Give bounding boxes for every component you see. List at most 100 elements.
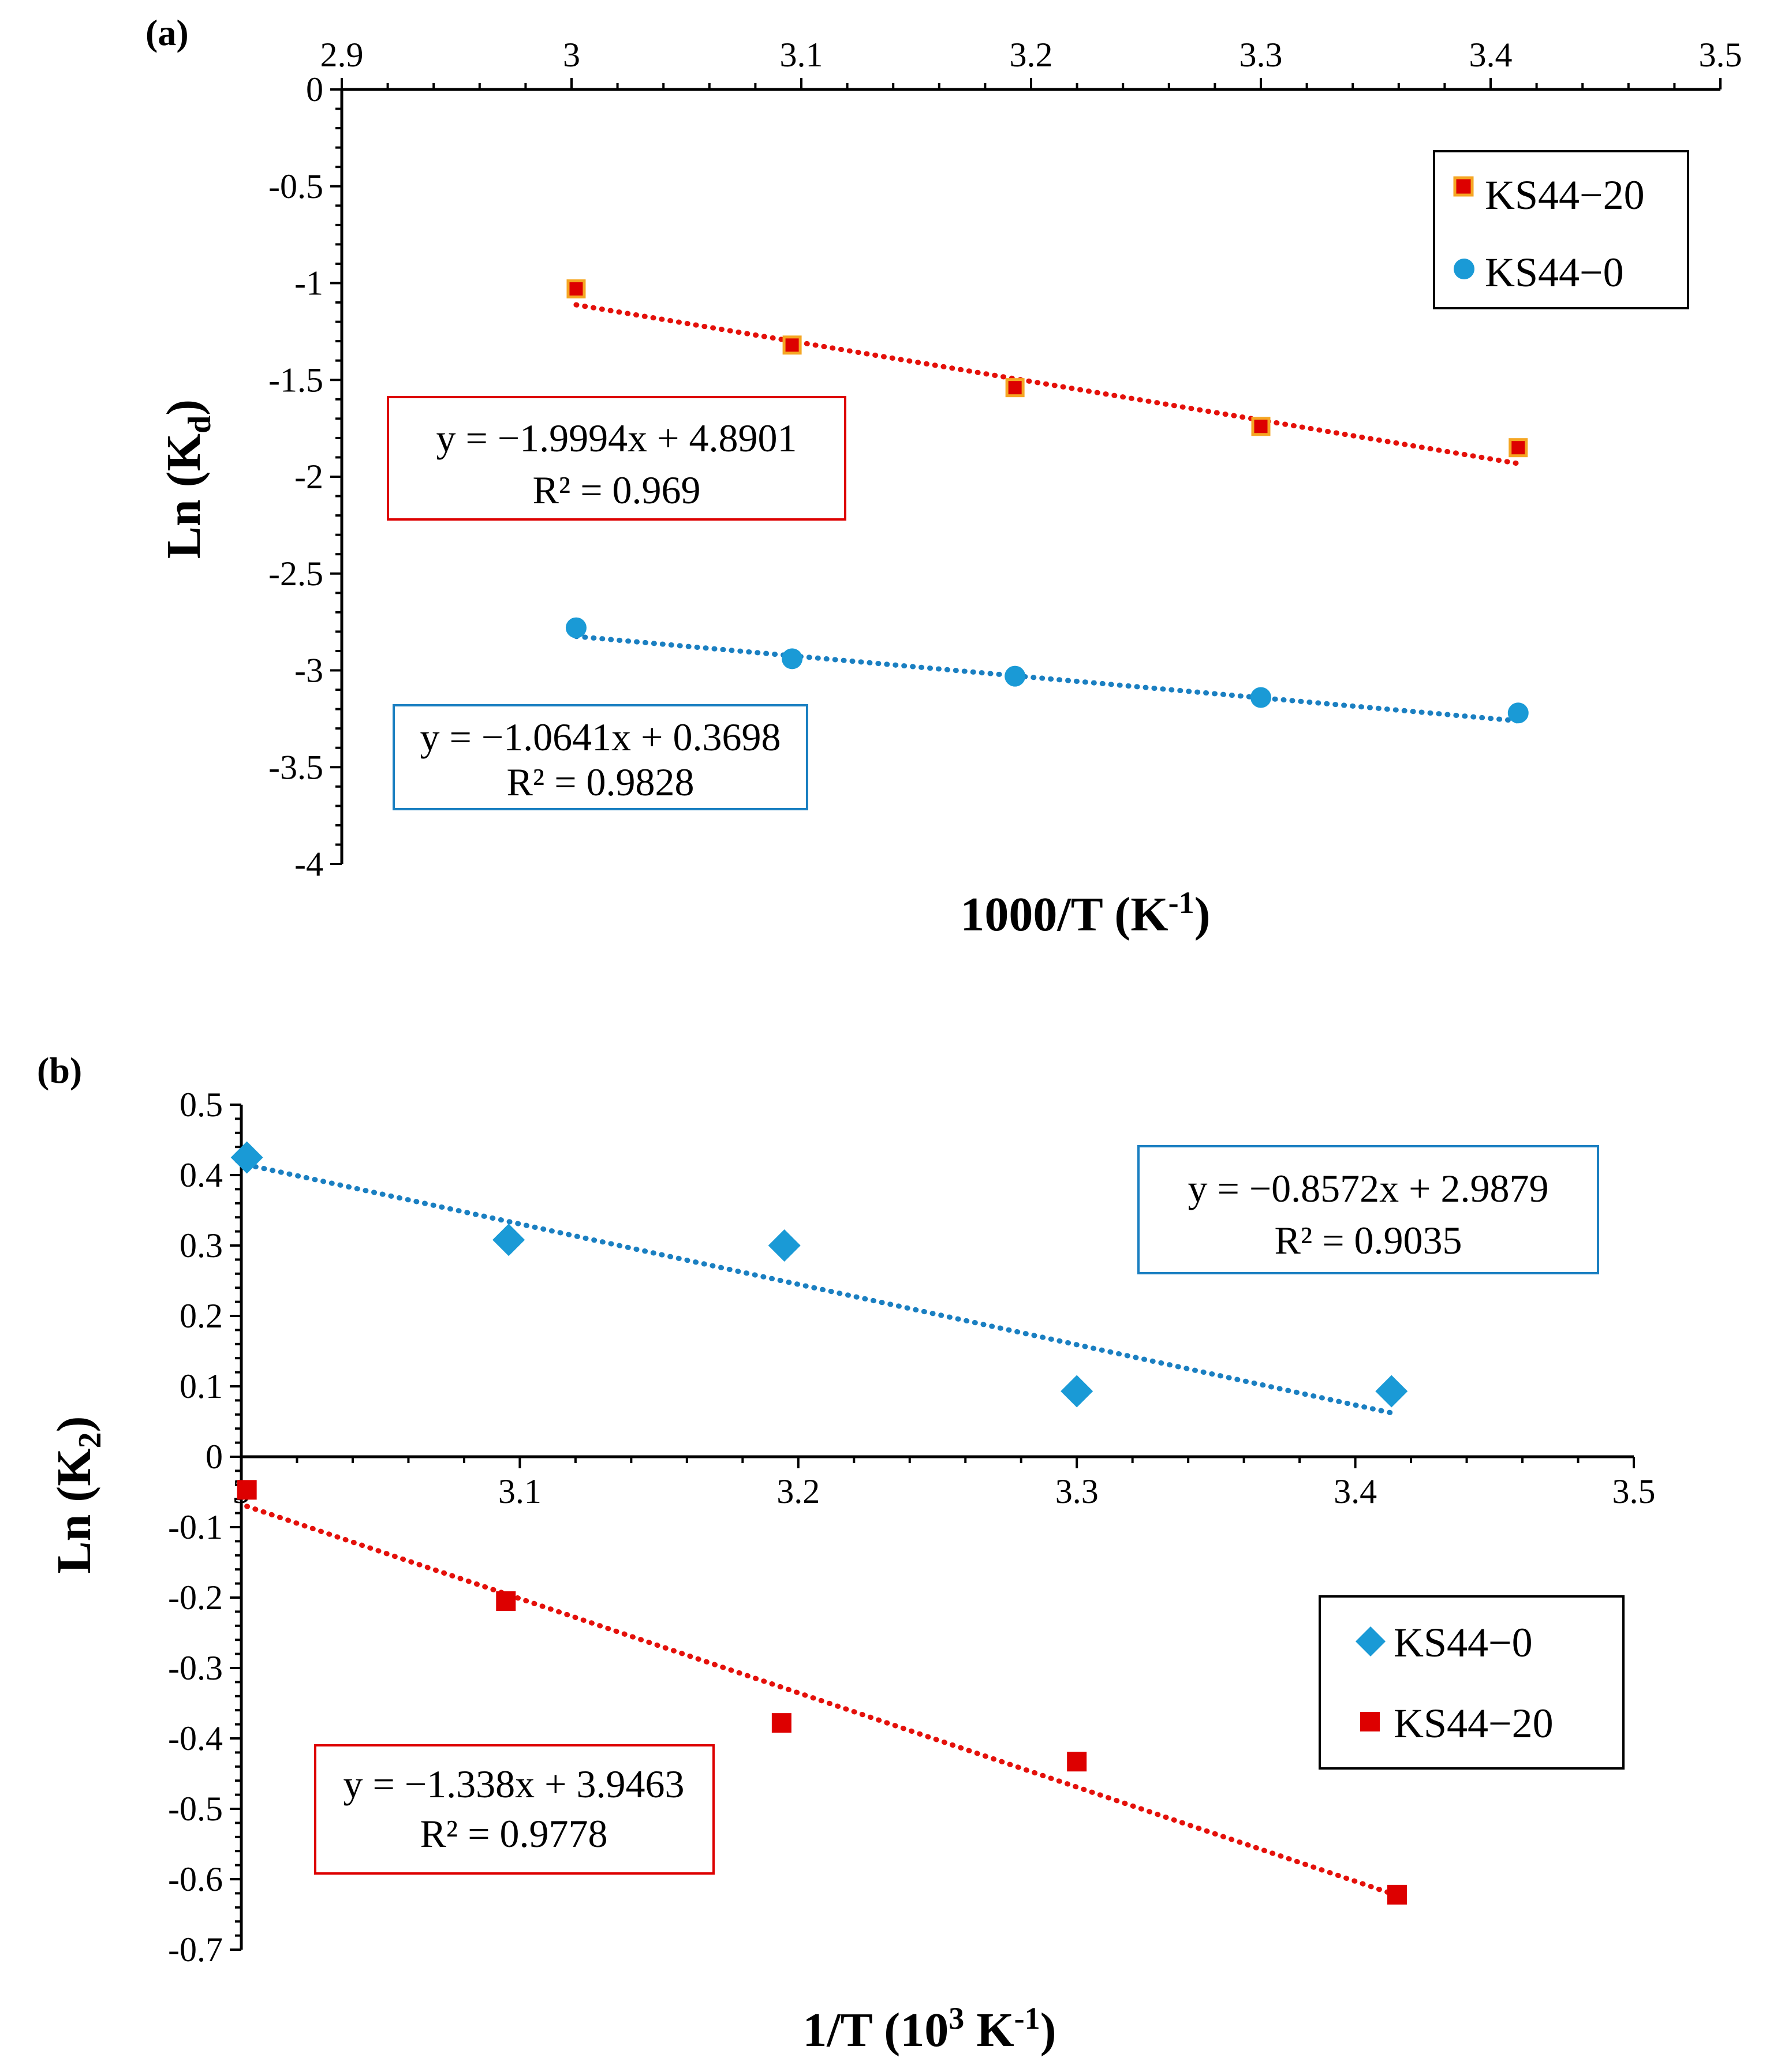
panel-b-x-label-main: 1/T (10 — [802, 2003, 949, 2057]
panel-b-y-label-tail: ) — [47, 1416, 101, 1432]
panel-a-series-0-point — [1251, 417, 1271, 436]
panel-a-r2-red-text: R² = 0.969 — [532, 468, 700, 512]
panel-a-points — [565, 279, 1529, 724]
panel-b-equation-blue-box — [1137, 1145, 1599, 1274]
panel-b-legend-label-1: KS44−20 — [1394, 1700, 1554, 1746]
panel-a-y-tick-label: -3.5 — [268, 748, 323, 786]
panel-b-legend-label-0: KS44−0 — [1394, 1620, 1533, 1666]
panel-a-x-label-main: 1000/T (K — [960, 888, 1168, 941]
panel-b-series-0-point — [1061, 1375, 1093, 1408]
panel-a-equation-red-text: y = −1.9994x + 4.8901 — [436, 416, 797, 460]
panel-a-series-1-point — [782, 648, 803, 670]
panel-a-y-tick-label: -1 — [294, 264, 323, 302]
panel-a-y-tick-label: -3 — [294, 652, 323, 690]
panel-a-equation-red-box — [387, 396, 846, 521]
panel-a-legend-square-marker — [1453, 176, 1474, 197]
panel-b-legend-diamond-marker — [1356, 1626, 1386, 1656]
panel-a-series-1-point — [1005, 665, 1026, 687]
panel-a-y-label-sub: d — [182, 416, 218, 433]
panel-a-legend-circle-marker — [1454, 259, 1474, 279]
panel-b-x-tick-label: 3.3 — [1055, 1472, 1099, 1510]
panel-b-equation-blue: y = −0.8572x + 2.9879 R² = 0.9035 — [1137, 1145, 1599, 1274]
panel-b-x-tick-label: 3.4 — [1334, 1472, 1377, 1510]
panel-a-y-tick-label: -4 — [294, 845, 323, 883]
panel-b-y-tick-label: -0.3 — [168, 1649, 223, 1687]
panel-a-series-0-point — [782, 335, 802, 355]
panel-b-x-label-sup: 3 — [949, 2001, 964, 2036]
panel-b-y-tick-label: -0.7 — [168, 1931, 223, 1969]
panel-b-y-label-sub: 2 — [72, 1432, 108, 1448]
panel-b-y-tick-label: 0.3 — [180, 1226, 223, 1265]
panel-a-y-tick-label: 0 — [306, 70, 323, 109]
panel-b-series-1-point — [1067, 1752, 1087, 1772]
panel-b-y-tick-label: 0.5 — [180, 1086, 223, 1124]
panel-a-series-0-point — [1509, 438, 1528, 458]
panel-b-r2-blue-text: R² = 0.9035 — [1274, 1218, 1462, 1262]
panel-a-x-tick-label: 3.5 — [1699, 36, 1742, 74]
panel-b-equation-red: y = −1.338x + 3.9463 R² = 0.9778 — [314, 1744, 715, 1875]
panel-a-legend-label-1: KS44−0 — [1485, 249, 1624, 296]
panel-a-y-tick-label: -1.5 — [268, 361, 323, 399]
panel-a-equation-blue-text: y = −1.0641x + 0.3698 — [420, 715, 781, 759]
panel-b-x-tick-label: 3.5 — [1612, 1472, 1656, 1510]
panel-b-trendline-0 — [244, 1162, 1394, 1416]
panel-b-y-label: Ln (K2) — [47, 1416, 108, 1573]
panel-b-series-1-point — [771, 1713, 791, 1733]
panel-a-y-label-main: Ln (K — [157, 433, 211, 559]
panel-a-x-tick-label: 3.3 — [1239, 36, 1283, 74]
panel-a-y-label: Ln (Kd) — [157, 399, 218, 559]
panel-a-ticks: 2.9 3 3.1 3.2 3.3 3.4 3.5 0 -0.5 -1 -1.5 -2 -2.5 -3 -3… — [268, 36, 1742, 883]
panel-a-y-tick-label: -2 — [294, 458, 323, 496]
panel-a-r2-blue-text: R² = 0.9828 — [506, 760, 694, 804]
panel-b-series-0-point — [492, 1224, 525, 1256]
panel-a-trendlines — [573, 302, 1521, 724]
panel-a-x-tick-label: 3 — [563, 36, 580, 74]
panel-a-x-label-tail: ) — [1194, 888, 1211, 941]
panel-a-series-1-point — [1250, 687, 1271, 708]
panel-a-legend: KS44−20 KS44−0 — [1433, 150, 1689, 309]
panel-b-y-tick-label: -0.1 — [168, 1508, 223, 1546]
panel-a-x-tick-label: 2.9 — [320, 36, 364, 74]
panel-a-label: (a) — [145, 12, 189, 53]
panel-b-series-0-point — [1375, 1375, 1408, 1408]
panel-a-trendline-1 — [573, 634, 1521, 724]
panel-b-equation-red-text: y = −1.338x + 3.9463 — [343, 1762, 684, 1806]
panel-a-y-label-tail: ) — [157, 399, 211, 416]
panel-b-y-tick-label: 0 — [206, 1438, 223, 1476]
panel-a-series-0-point — [566, 279, 586, 299]
panel-b-y-tick-label: -0.4 — [168, 1719, 223, 1757]
panel-b-x-label-tail: K — [964, 2003, 1014, 2057]
panel-a-x-label: 1000/T (K-1) — [960, 885, 1210, 941]
panel-b: (b) 3 3.1 3.2 3.3 3.4 3.5 0.5 0.4 0.3 0.2 0.1 0 -0.1… — [37, 1050, 1656, 2057]
panel-a: (a) 2.9 3 3.1 3.2 3.3 3.4 3.5 0 -0.5 -1 -1.5 -2 -2.5… — [145, 12, 1742, 941]
panel-a-y-tick-label: -2.5 — [268, 555, 323, 593]
panel-a-x-tick-label: 3.2 — [1010, 36, 1053, 74]
panel-b-points — [230, 1141, 1408, 1905]
panel-b-label: (b) — [37, 1050, 82, 1091]
panel-b-equation-red-box — [314, 1744, 715, 1875]
panel-a-legend-label-0: KS44−20 — [1485, 172, 1645, 218]
panel-b-series-0-point — [230, 1141, 263, 1174]
panel-b-x-tick-label: 3.1 — [498, 1472, 542, 1510]
panel-a-series-0-point — [1005, 378, 1025, 398]
panel-b-y-tick-label: -0.6 — [168, 1860, 223, 1898]
panel-b-y-tick-label: -0.2 — [168, 1579, 223, 1617]
panel-b-y-tick-label: 0.4 — [180, 1156, 223, 1194]
panel-b-x-label: 1/T (103 K-1) — [802, 2001, 1056, 2057]
panel-b-series-0-point — [768, 1229, 801, 1262]
panel-a-legend-box — [1433, 150, 1689, 309]
panel-a-y-tick-label: -0.5 — [268, 167, 323, 205]
panel-b-x-tick-label: 3.2 — [776, 1472, 820, 1510]
panel-b-legend: KS44−0 KS44−20 — [1319, 1595, 1625, 1770]
panel-b-series-1-point — [1387, 1884, 1407, 1905]
panel-b-equation-blue-text: y = −0.8572x + 2.9879 — [1188, 1166, 1548, 1210]
panel-a-equation-blue-box — [393, 704, 808, 810]
panel-a-x-tick-label: 3.1 — [780, 36, 823, 74]
panel-b-series-1-point — [237, 1480, 257, 1500]
panel-b-y-tick-label: 0.2 — [180, 1297, 223, 1335]
panel-b-y-label-main: Ln (K — [47, 1448, 101, 1573]
panel-b-y-tick-label: 0.1 — [180, 1367, 223, 1405]
panel-a-x-label-sup: -1 — [1168, 885, 1194, 920]
panel-b-x-label-tail2: ) — [1040, 2003, 1056, 2057]
